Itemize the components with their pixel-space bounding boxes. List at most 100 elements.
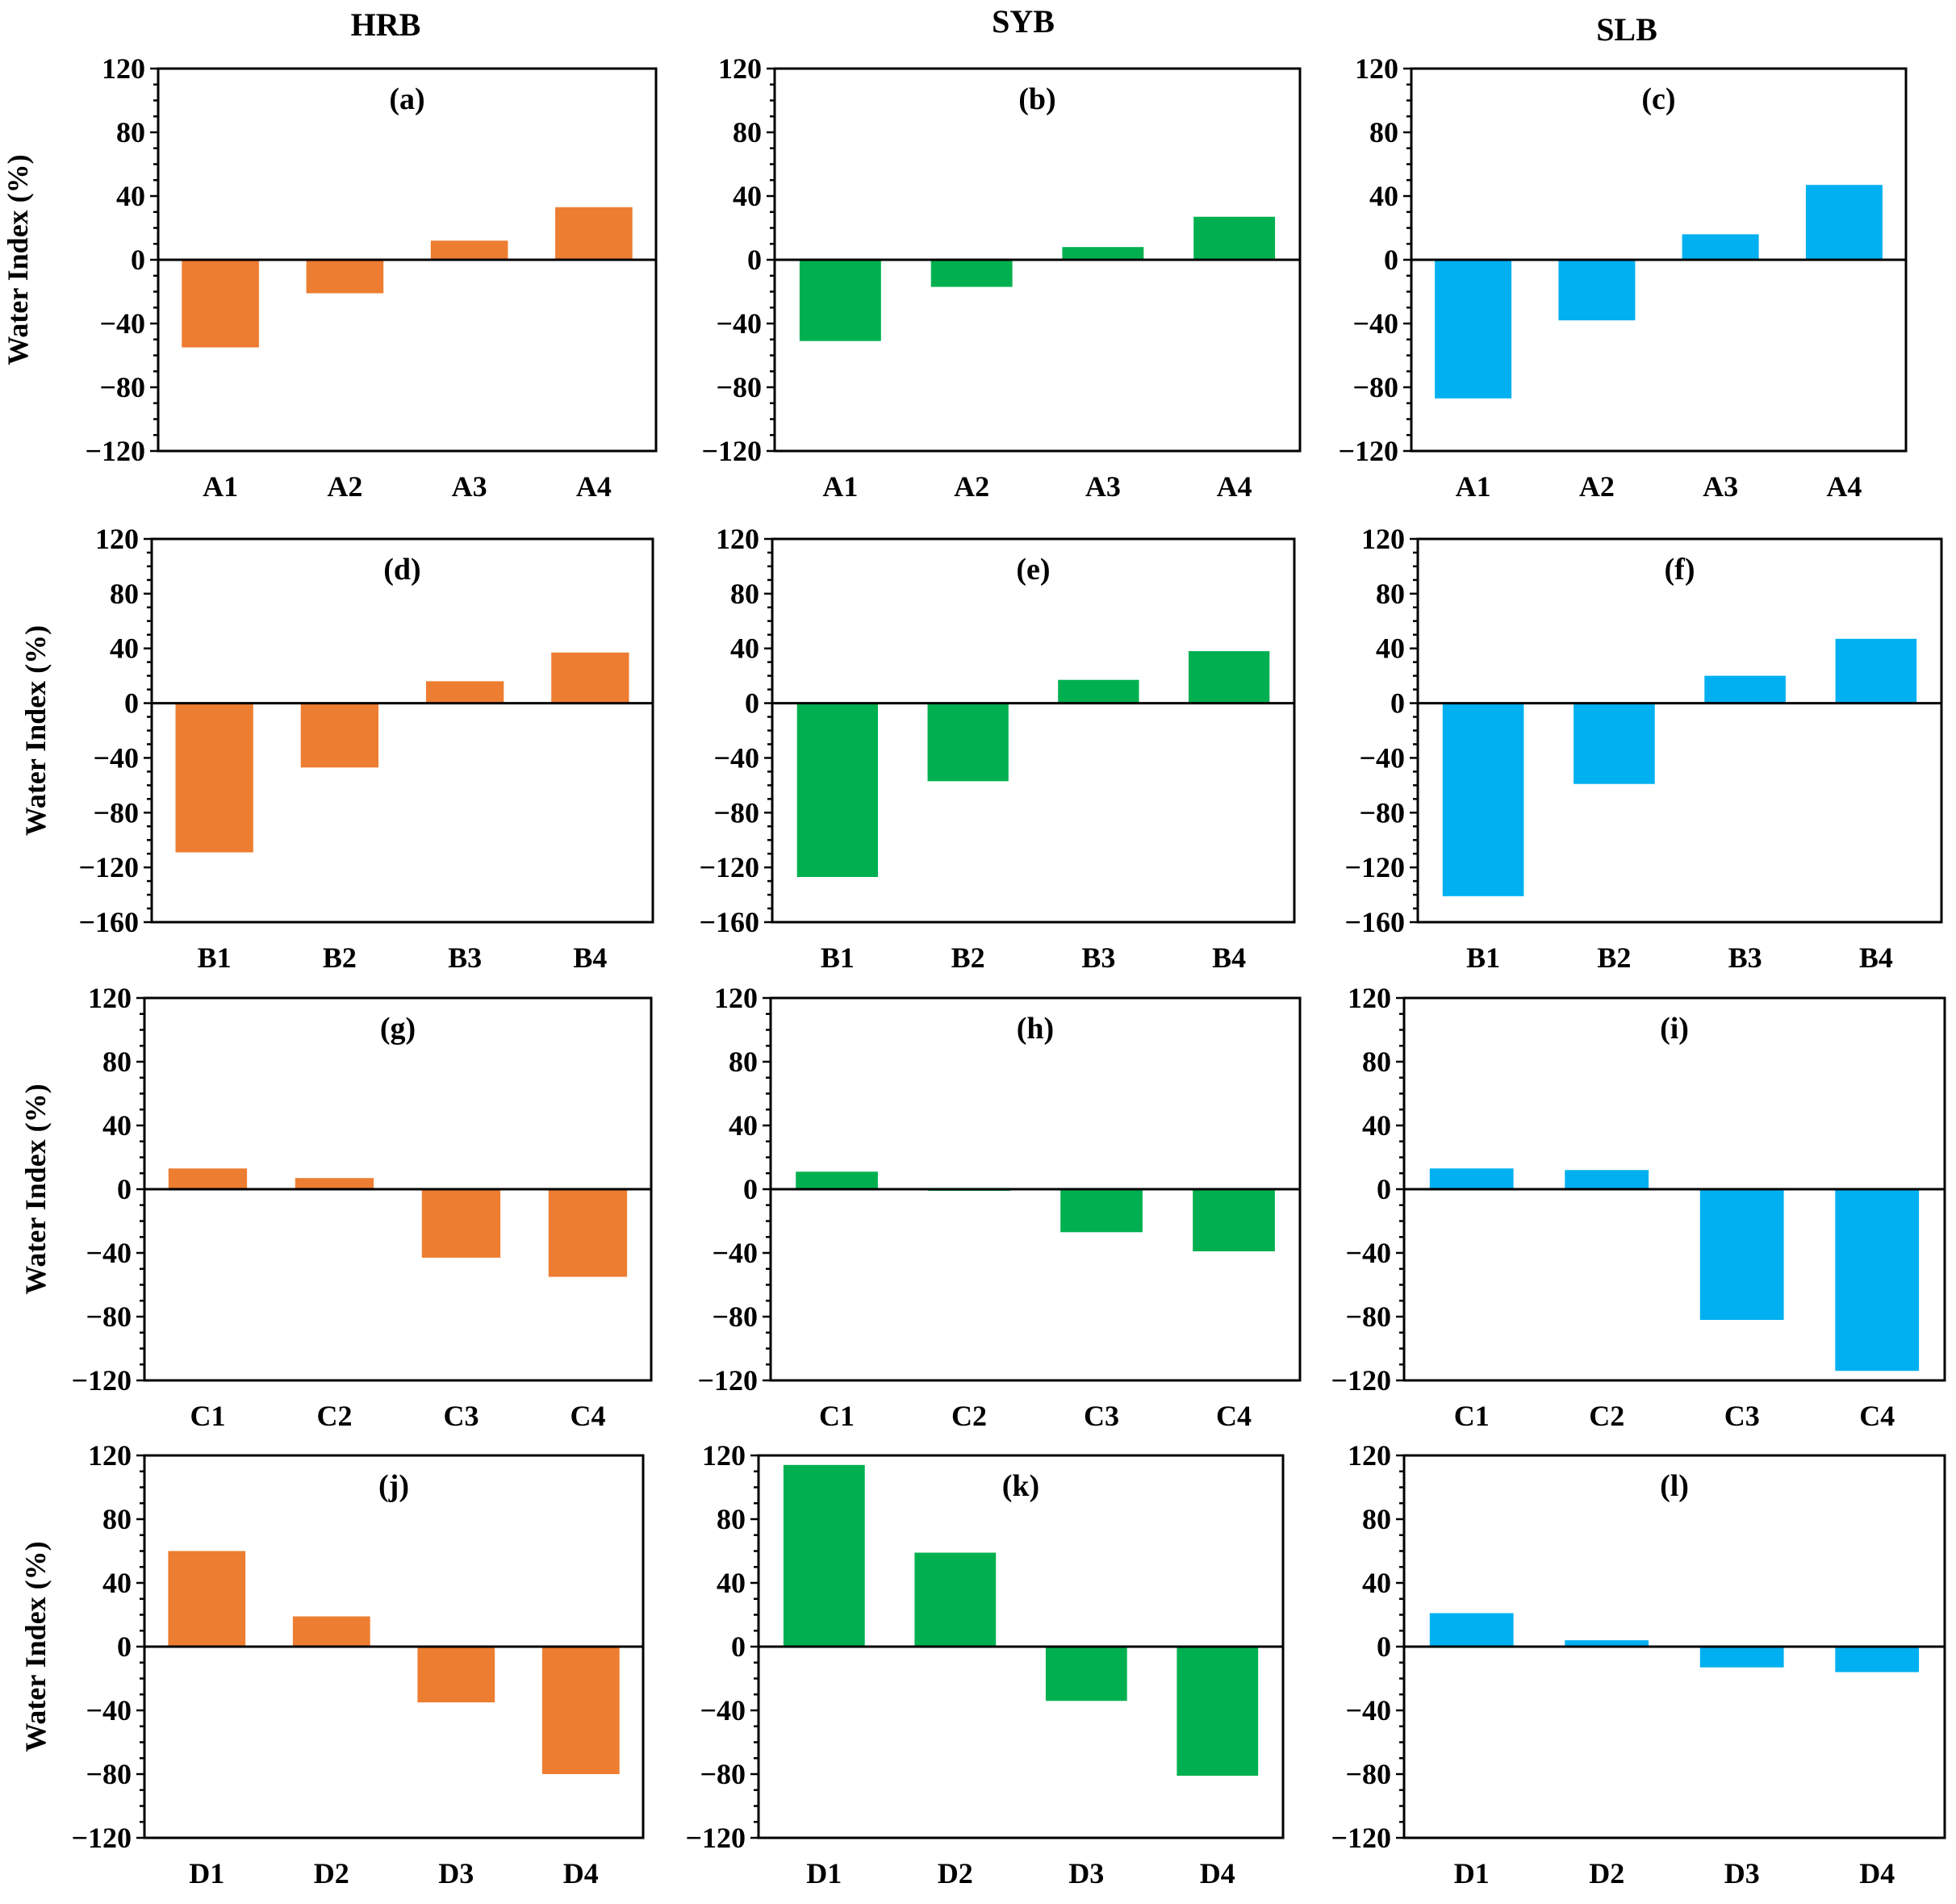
ytick-label-l: 120: [1348, 1439, 1391, 1472]
ytick-label-j: 0: [117, 1631, 132, 1663]
bar-d-B4: [551, 652, 629, 704]
bar-k-D1: [783, 1464, 865, 1647]
ytick-label-l: 40: [1362, 1567, 1391, 1599]
ytick-label-e: 120: [716, 523, 759, 555]
ytick-label-a: 120: [102, 52, 145, 85]
ytick-label-g: −120: [71, 1364, 132, 1397]
xtick-label-l-D4: D4: [1859, 1857, 1895, 1889]
bar-e-B2: [927, 703, 1009, 782]
xtick-label-g-C1: C1: [190, 1400, 226, 1432]
ytick-label-e: −160: [699, 906, 759, 938]
ytick-label-e: −120: [699, 851, 759, 883]
panel-title-c: (c): [1641, 82, 1675, 116]
xtick-label-a-A2: A2: [327, 470, 362, 503]
bar-h-C1: [796, 1171, 878, 1189]
bar-g-C1: [168, 1168, 248, 1189]
bar-b-A2: [930, 260, 1013, 287]
ytick-label-j: −40: [86, 1694, 132, 1727]
bar-j-D1: [168, 1551, 246, 1647]
panel-title-a: (a): [389, 82, 424, 116]
xtick-label-i-C3: C3: [1724, 1400, 1760, 1432]
ytick-label-a: 40: [116, 180, 145, 212]
ytick-label-d: 0: [124, 687, 139, 720]
ytick-label-c: 0: [1384, 244, 1398, 276]
ytick-label-b: −40: [716, 307, 762, 340]
bar-j-D2: [292, 1616, 370, 1647]
xtick-label-h-C1: C1: [819, 1400, 855, 1432]
bar-c-A4: [1805, 185, 1883, 260]
ytick-label-e: 40: [730, 633, 759, 665]
ytick-label-l: 0: [1377, 1631, 1391, 1663]
xtick-label-k-D2: D2: [938, 1857, 973, 1889]
ytick-label-j: 80: [102, 1503, 132, 1535]
ytick-label-j: 40: [102, 1567, 132, 1599]
xtick-label-j-D3: D3: [438, 1857, 474, 1889]
ytick-label-e: −80: [713, 796, 759, 829]
ytick-label-c: −40: [1352, 307, 1398, 340]
panel-title-b: (b): [1018, 82, 1055, 116]
xtick-label-l-D1: D1: [1454, 1857, 1490, 1889]
ytick-label-i: −40: [1345, 1237, 1391, 1269]
ytick-label-c: −80: [1352, 371, 1398, 403]
xtick-label-g-C3: C3: [444, 1400, 479, 1432]
bar-i-C4: [1835, 1189, 1920, 1372]
ytick-label-f: −160: [1344, 906, 1405, 938]
bar-i-C1: [1429, 1168, 1514, 1189]
bar-b-A1: [799, 260, 881, 341]
bar-k-D2: [914, 1552, 997, 1647]
xtick-label-j-D4: D4: [563, 1857, 599, 1889]
panel-title-j: (j): [378, 1469, 409, 1503]
ytick-label-i: −80: [1345, 1301, 1391, 1333]
xtick-label-f-B2: B2: [1597, 942, 1631, 974]
bar-a-A3: [430, 240, 508, 260]
ytick-label-h: −120: [697, 1364, 758, 1397]
ytick-label-h: 40: [729, 1109, 758, 1142]
column-header-slb: SLB: [1596, 11, 1657, 48]
ytick-label-e: −40: [713, 741, 759, 774]
ytick-label-i: 0: [1377, 1173, 1391, 1205]
bar-k-D3: [1045, 1647, 1127, 1701]
xtick-label-f-B1: B1: [1466, 942, 1500, 974]
bar-e-B4: [1189, 651, 1270, 704]
ytick-label-a: −40: [99, 307, 145, 340]
panel-title-k: (k): [1002, 1469, 1039, 1503]
ytick-label-e: 80: [730, 578, 759, 610]
panel-l: 120 80 40 0 −40 −80 −120 D1 D2 D3 D4 (l): [1331, 1439, 1946, 1889]
ytick-label-d: 40: [110, 633, 139, 665]
xtick-label-g-C4: C4: [570, 1400, 606, 1432]
ytick-label-i: 80: [1362, 1046, 1391, 1078]
ytick-label-d: −120: [78, 851, 139, 883]
ytick-label-b: −120: [701, 435, 762, 467]
panel-title-e: (e): [1016, 553, 1050, 587]
bar-f-B2: [1574, 703, 1655, 784]
ytick-label-d: −40: [93, 741, 139, 774]
xtick-label-c-A4: A4: [1826, 470, 1862, 503]
bar-b-A3: [1062, 247, 1144, 260]
panel-e: 120 80 40 0 −40 −80 −120 −160 B1 B2 B3 B4 (e): [699, 523, 1296, 974]
bar-d-B2: [300, 703, 378, 768]
xtick-label-b-A4: A4: [1217, 470, 1252, 503]
ytick-label-d: 120: [95, 523, 139, 555]
y-axis-label-d: Water Index (%): [19, 625, 52, 836]
bar-h-C4: [1193, 1189, 1275, 1251]
panel-a: 120 80 40 0 −40 −80 −120 A1 A2 A3 A4 (a) Water Index…: [2, 52, 658, 503]
bar-f-B3: [1704, 675, 1786, 704]
ytick-label-d: 80: [110, 578, 139, 610]
xtick-label-c-A2: A2: [1579, 470, 1615, 503]
panel-b: 120 80 40 0 −40 −80 −120 A1 A2 A3 A4 (b): [701, 52, 1302, 503]
ytick-label-f: 0: [1390, 687, 1405, 720]
panel-c: 120 80 40 0 −40 −80 −120 A1 A2 A3 A4 (c): [1338, 52, 1908, 503]
panel-f: 120 80 40 0 −40 −80 −120 −160 B1 B2 B3 B4 (f): [1344, 523, 1943, 974]
ytick-label-j: 120: [88, 1439, 132, 1472]
ytick-label-f: −120: [1344, 851, 1405, 883]
bar-h-C3: [1060, 1189, 1143, 1233]
xtick-label-k-D1: D1: [806, 1857, 842, 1889]
bar-j-D3: [417, 1647, 495, 1703]
bar-b-A4: [1193, 216, 1276, 260]
bar-a-A2: [306, 260, 384, 294]
bar-c-A1: [1435, 260, 1512, 399]
bar-f-B1: [1442, 703, 1524, 896]
ytick-label-c: 40: [1369, 180, 1398, 212]
y-axis-label-g: Water Index (%): [19, 1084, 52, 1294]
